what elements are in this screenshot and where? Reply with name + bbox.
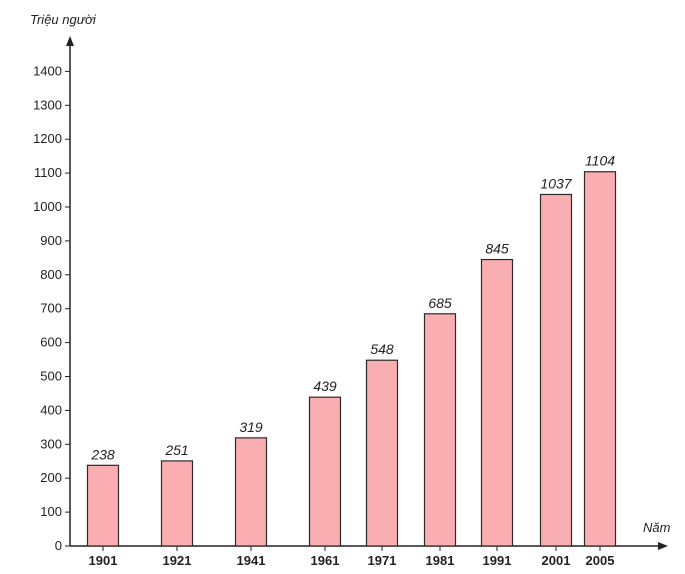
y-axis-title: Triệu người [30,12,97,27]
y-tick-label-900: 900 [40,233,62,248]
y-tick-label-1300: 1300 [33,97,62,112]
x-tick-label-1941: 1941 [237,553,266,568]
y-tick-label-600: 600 [40,335,62,350]
y-tick-label-0: 0 [55,538,62,553]
bar-2005 [583,171,617,547]
data-label-1941: 319 [239,419,263,435]
y-tick-label-1100: 1100 [34,165,62,180]
y-tick-label-1000: 1000 [33,199,62,214]
y-axis-arrow [66,36,74,46]
y-axis: 0 100 200 300 400 500 600 700 800 900 1000 1100 1200… [33,36,74,553]
data-label-2005: 1104 [585,153,615,169]
x-tick-label-2001: 2001 [542,553,571,568]
bar-1921 [160,460,194,547]
y-tick-label-1400: 1400 [33,63,62,78]
y-tick-label-400: 400 [40,402,62,417]
bar-1971 [365,359,399,547]
x-axis: 1901 1921 1941 1961 1971 1981 1991 2001 2005 [70,542,668,568]
y-tick-label-300: 300 [40,436,62,451]
y-tick-label-800: 800 [40,267,62,282]
x-axis-title: Năm [643,520,671,535]
bar-1941 [234,437,268,547]
data-label-1901: 238 [90,446,115,462]
data-label-1961: 439 [313,378,337,394]
data-label-2001: 1037 [540,175,572,191]
data-label-1991: 845 [485,241,509,257]
x-tick-label-1971: 1971 [368,553,397,568]
x-tick-label-1991: 1991 [483,553,512,568]
y-tick-label-700: 700 [40,301,62,316]
bar-1981 [423,313,457,547]
bar-1901 [86,464,120,547]
x-tick-label-1901: 1901 [89,553,118,568]
data-label-1921: 251 [164,442,188,458]
x-axis-arrow [658,542,668,550]
y-tick-label-500: 500 [40,369,62,384]
x-tick-label-1981: 1981 [426,553,455,568]
y-tick-label-200: 200 [40,470,62,485]
bar-1991 [480,258,514,547]
x-tick-label-2005: 2005 [586,553,615,568]
data-label-1971: 548 [370,341,394,357]
y-tick-label-1200: 1200 [33,131,62,146]
bar-2001 [539,193,573,547]
bar-1961 [308,396,342,547]
data-label-1981: 685 [428,295,452,311]
x-tick-label-1921: 1921 [163,553,192,568]
bars: 238 251 319 439 548 685 845 1037 1104 [86,153,617,547]
x-tick-label-1961: 1961 [311,553,340,568]
y-tick-label-100: 100 [40,504,62,519]
